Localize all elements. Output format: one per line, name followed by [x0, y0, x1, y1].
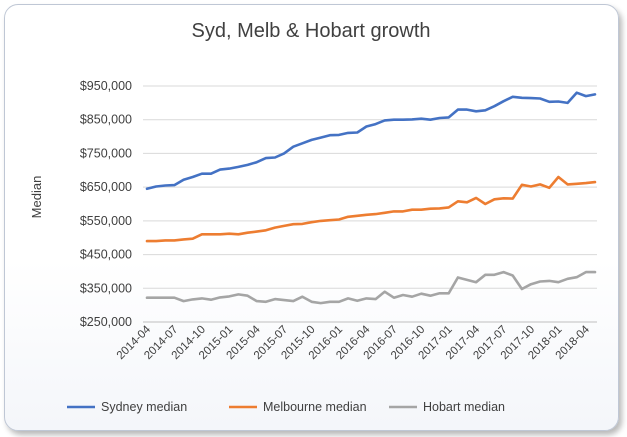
x-axis-ticks: 2014-042014-072014-102015-012015-042015-…: [115, 323, 593, 362]
line-chart: Syd, Melb & Hobart growth $250,000 $350,0…: [29, 20, 597, 414]
series-line-melbourne-median: [145, 175, 597, 243]
y-tick-label: $550,000: [80, 214, 132, 228]
series-line-sydney-median: [145, 91, 597, 191]
series-line-hobart-median: [145, 270, 597, 305]
legend-label: Melbourne median: [263, 400, 367, 414]
y-tick-label: $850,000: [80, 113, 132, 127]
legend-label: Sydney median: [101, 400, 187, 414]
gridlines: [143, 85, 597, 289]
y-tick-label: $250,000: [80, 315, 132, 329]
legend-label: Hobart median: [423, 400, 505, 414]
series-lines: [145, 91, 597, 305]
y-axis-ticks: $250,000 $350,000 $450,000 $550,000 $650,000…: [80, 79, 132, 329]
legend: Sydney median Melbourne median Hobart medi…: [67, 400, 505, 414]
y-tick-label: $950,000: [80, 79, 132, 93]
y-tick-label: $650,000: [80, 180, 132, 194]
chart-title: Syd, Melb & Hobart growth: [192, 20, 431, 42]
y-tick-label: $450,000: [80, 248, 132, 262]
y-tick-label: $350,000: [80, 281, 132, 295]
y-axis-title: Median: [29, 176, 44, 219]
y-tick-label: $750,000: [80, 146, 132, 160]
chart-frame: Syd, Melb & Hobart growth $250,000 $350,0…: [4, 4, 619, 431]
